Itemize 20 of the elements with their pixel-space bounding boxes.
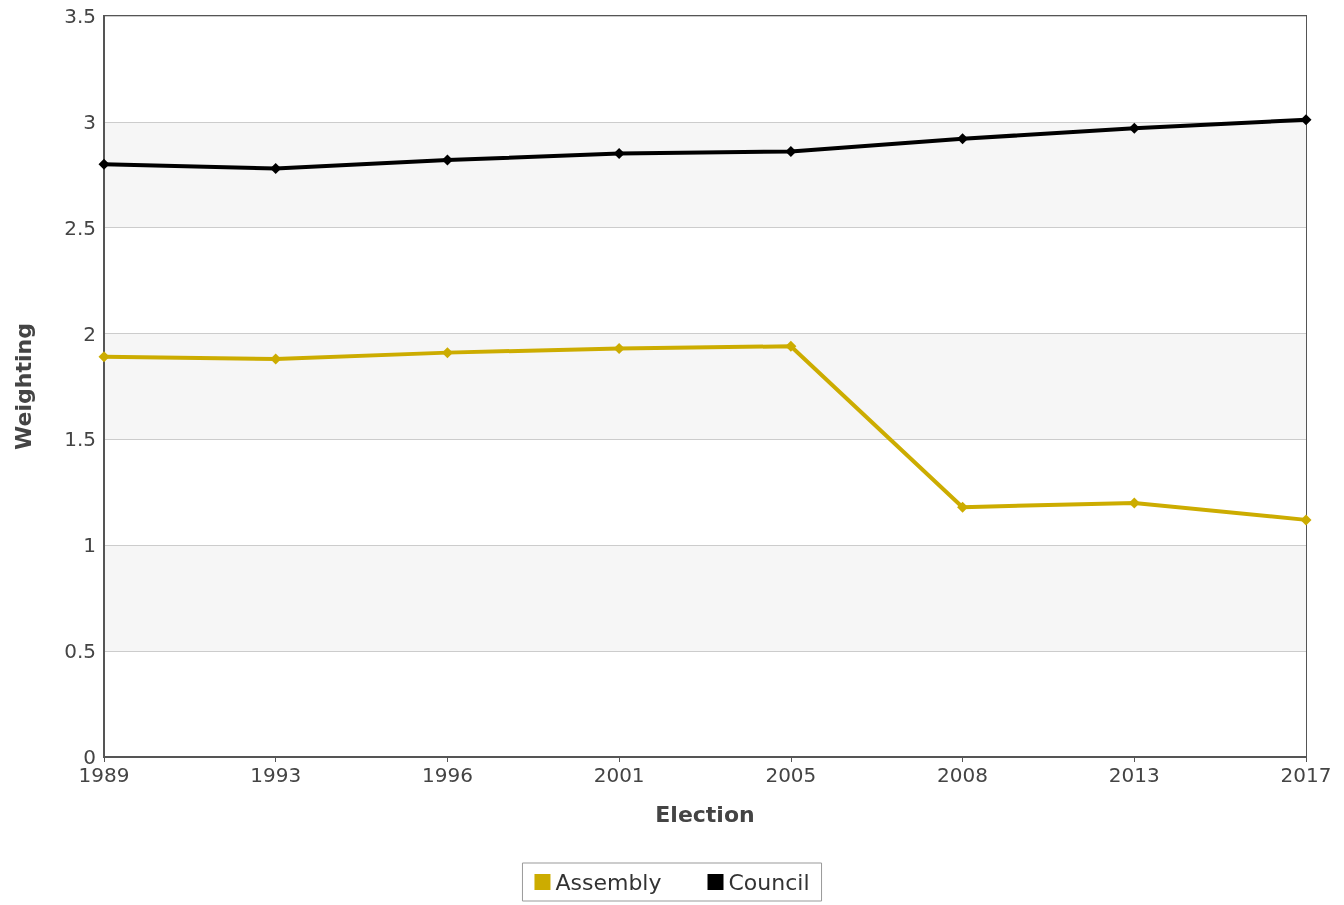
- x-tick-label: 2017: [1280, 763, 1332, 787]
- x-axis-title: Election: [655, 801, 755, 827]
- y-tick-label: 3: [83, 109, 96, 134]
- x-tick-label: 2013: [1108, 763, 1160, 787]
- x-tick-label: 1993: [250, 763, 302, 787]
- y-tick-label: 2.5: [64, 215, 96, 240]
- point: [785, 340, 797, 352]
- legend-label: Assembly: [555, 869, 662, 895]
- x-tick-label: 2008: [937, 763, 989, 787]
- y-tick-label: 0.5: [64, 639, 96, 664]
- y-tick-label: 3.5: [64, 4, 96, 28]
- y-tick-label: 2: [83, 321, 96, 346]
- point: [1300, 514, 1312, 526]
- x-tick-label: 2001: [593, 763, 645, 787]
- y-tick-label: 1: [83, 533, 96, 558]
- y-tick-label: 1.5: [64, 427, 96, 452]
- legend-label: Council: [728, 869, 810, 895]
- x-tick-label: 2005: [765, 763, 817, 787]
- x-tick-label: 1996: [421, 763, 473, 787]
- y-axis-title: Weighting: [10, 323, 36, 450]
